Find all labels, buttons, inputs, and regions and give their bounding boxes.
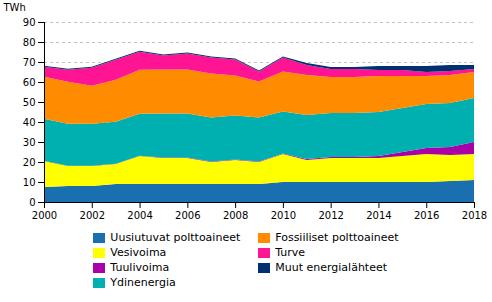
html-text:Muut energialähteet: Muut energialähteet — [275, 261, 387, 274]
svg-text:2002: 2002 — [80, 210, 105, 221]
html-text:Turve: Turve — [275, 246, 306, 259]
svg-text:60: 60 — [23, 77, 36, 88]
svg-text:2004: 2004 — [127, 210, 152, 221]
html-text:Fossiiliset polttoaineet: Fossiiliset polttoaineet — [275, 231, 399, 244]
html-text:Vesivoima: Vesivoima — [110, 246, 167, 259]
svg-text:2010: 2010 — [271, 210, 296, 221]
svg-text:30: 30 — [23, 137, 36, 148]
svg-text:80: 80 — [23, 37, 36, 48]
svg-text:20: 20 — [23, 157, 36, 168]
svg-text:10: 10 — [23, 177, 36, 188]
html-text:Uusiutuvat polttoaineet: Uusiutuvat polttoaineet — [110, 231, 241, 244]
svg-text:40: 40 — [23, 117, 36, 128]
svg-text:90: 90 — [23, 17, 36, 28]
svg-text:2018: 2018 — [462, 210, 487, 221]
svg-text:2014: 2014 — [366, 210, 391, 221]
svg-text:2000: 2000 — [32, 210, 57, 221]
html-text:Ydinenergia: Ydinenergia — [110, 276, 176, 289]
svg-text:70: 70 — [23, 57, 36, 68]
svg-text:2008: 2008 — [223, 210, 248, 221]
html-text:Tuulivoima: Tuulivoima — [110, 261, 170, 274]
svg-text:2006: 2006 — [175, 210, 200, 221]
svg-text:TWh: TWh — [3, 2, 26, 13]
svg-text:0: 0 — [29, 197, 35, 208]
svg-text:2012: 2012 — [318, 210, 343, 221]
svg-text:50: 50 — [23, 97, 36, 108]
svg-text:2016: 2016 — [414, 210, 439, 221]
